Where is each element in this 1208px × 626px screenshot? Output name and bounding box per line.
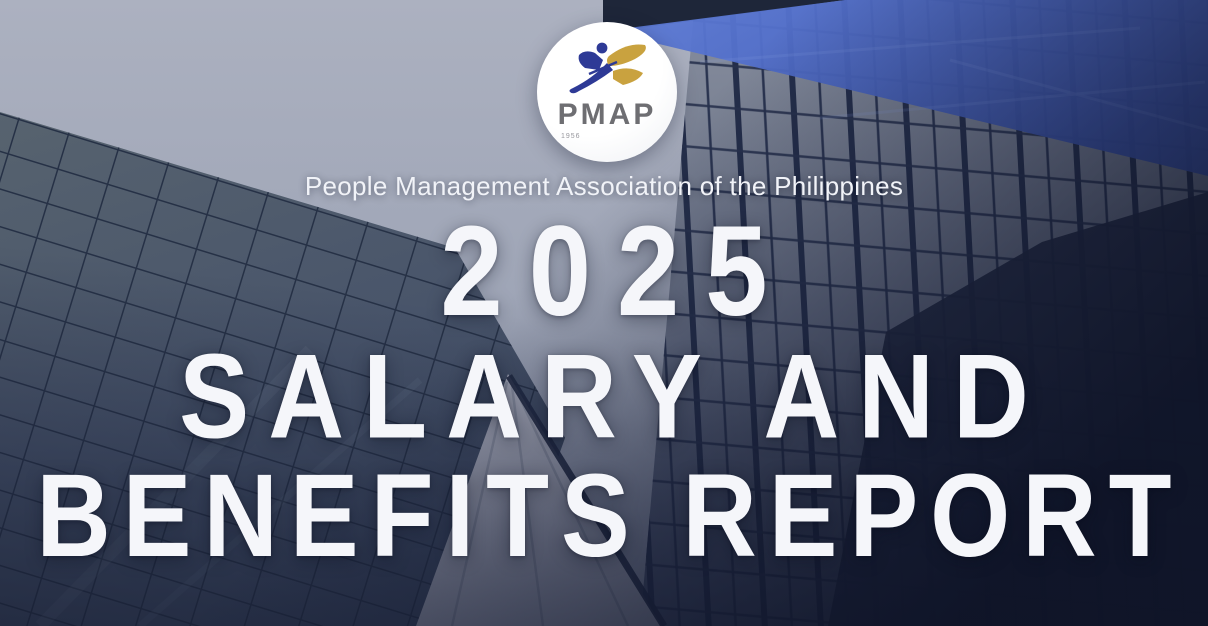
pmap-wordmark: PMAP bbox=[557, 98, 657, 131]
title-line-benefits-report: BENEFITS REPORT bbox=[36, 450, 1184, 582]
title-year: 2025 bbox=[440, 200, 794, 343]
pmap-logo: PMAP 1956 bbox=[537, 22, 677, 162]
pmap-established-year: 1956 bbox=[561, 133, 581, 140]
organization-name: People Management Association of the Phi… bbox=[304, 171, 904, 201]
pmap-figure-icon bbox=[569, 42, 646, 94]
title-line-salary-and: SALARY AND bbox=[179, 330, 1048, 464]
